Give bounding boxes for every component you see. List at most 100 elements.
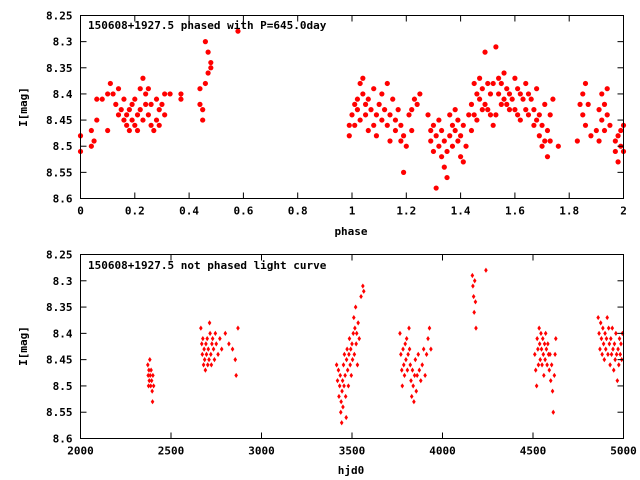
data-point bbox=[603, 346, 608, 352]
data-point bbox=[213, 330, 218, 336]
data-point bbox=[553, 351, 557, 357]
data-point bbox=[441, 164, 447, 170]
data-point bbox=[615, 378, 620, 384]
data-point bbox=[210, 341, 214, 347]
data-point bbox=[137, 107, 143, 113]
data-point bbox=[537, 325, 541, 331]
y-tick-label: 8.45 bbox=[46, 354, 73, 367]
data-point bbox=[547, 112, 553, 118]
data-point bbox=[361, 283, 365, 289]
data-point bbox=[417, 367, 422, 373]
data-point bbox=[580, 112, 586, 118]
data-point bbox=[354, 341, 358, 347]
data-point bbox=[107, 80, 113, 87]
data-point bbox=[548, 351, 552, 357]
data-point bbox=[523, 107, 529, 113]
data-point bbox=[485, 107, 491, 113]
data-point bbox=[343, 372, 347, 379]
data-point bbox=[477, 96, 483, 102]
data-point bbox=[146, 383, 151, 389]
data-point bbox=[605, 314, 610, 321]
data-point bbox=[411, 96, 418, 102]
data-point bbox=[438, 127, 445, 134]
data-point bbox=[132, 96, 138, 102]
data-point bbox=[205, 336, 209, 342]
data-point bbox=[357, 117, 363, 123]
data-point bbox=[379, 117, 385, 123]
data-point bbox=[344, 357, 349, 363]
data-point bbox=[156, 122, 162, 128]
data-point bbox=[616, 362, 621, 368]
y-axis-label: I[mag] bbox=[17, 326, 30, 366]
data-point bbox=[205, 362, 210, 368]
data-point bbox=[145, 86, 151, 92]
data-point bbox=[146, 372, 150, 379]
data-point bbox=[539, 330, 543, 336]
data-point bbox=[403, 341, 408, 347]
data-point bbox=[534, 86, 540, 92]
data-point bbox=[493, 112, 499, 118]
data-point bbox=[227, 341, 231, 347]
data-point bbox=[88, 127, 94, 134]
data-point bbox=[209, 351, 213, 357]
data-point bbox=[392, 127, 399, 134]
data-point bbox=[436, 143, 442, 149]
data-point bbox=[482, 101, 488, 107]
data-point bbox=[471, 112, 477, 118]
data-point bbox=[178, 91, 184, 97]
data-point bbox=[202, 346, 206, 352]
data-point bbox=[533, 367, 538, 373]
data-point bbox=[615, 159, 621, 165]
chart-title: 150608+1927.5 phased with P=645.0day bbox=[88, 19, 327, 32]
data-point bbox=[555, 143, 561, 149]
data-point bbox=[208, 59, 214, 66]
data-point bbox=[616, 346, 620, 352]
data-point bbox=[517, 117, 523, 123]
data-point bbox=[340, 378, 345, 384]
x-tick-label: 1.8 bbox=[559, 205, 579, 218]
data-point bbox=[596, 107, 602, 113]
data-point bbox=[392, 117, 399, 123]
y-tick-label: 8.55 bbox=[46, 166, 73, 179]
data-point bbox=[472, 278, 477, 284]
data-point bbox=[490, 80, 496, 87]
data-point bbox=[352, 101, 358, 107]
data-point bbox=[550, 96, 556, 102]
data-point bbox=[543, 357, 547, 363]
data-point bbox=[547, 367, 552, 373]
data-point bbox=[105, 91, 111, 97]
data-point bbox=[504, 86, 510, 92]
data-point bbox=[148, 372, 152, 379]
data-point bbox=[544, 127, 551, 134]
data-point bbox=[498, 80, 504, 87]
data-point bbox=[384, 122, 390, 128]
data-point bbox=[200, 107, 206, 113]
data-point bbox=[115, 112, 122, 118]
data-point bbox=[345, 346, 349, 352]
data-point bbox=[542, 372, 546, 379]
data-point bbox=[156, 107, 162, 113]
data-point bbox=[362, 112, 369, 118]
data-point bbox=[544, 154, 551, 160]
data-point bbox=[487, 112, 494, 118]
data-point bbox=[94, 117, 100, 123]
data-point bbox=[400, 133, 407, 139]
data-point bbox=[542, 138, 548, 144]
data-point bbox=[140, 75, 146, 81]
data-point bbox=[449, 143, 456, 149]
data-point bbox=[356, 320, 360, 326]
data-point bbox=[436, 117, 442, 123]
data-point bbox=[148, 383, 153, 389]
data-point bbox=[535, 336, 539, 342]
data-point bbox=[538, 357, 543, 363]
data-point bbox=[347, 336, 352, 342]
data-point bbox=[347, 351, 351, 357]
data-point bbox=[354, 107, 361, 113]
data-point bbox=[206, 346, 211, 352]
data-point bbox=[474, 91, 480, 97]
x-tick-label: 4500 bbox=[520, 445, 547, 458]
data-point bbox=[349, 372, 354, 379]
data-point bbox=[552, 372, 557, 379]
data-point bbox=[398, 330, 402, 336]
